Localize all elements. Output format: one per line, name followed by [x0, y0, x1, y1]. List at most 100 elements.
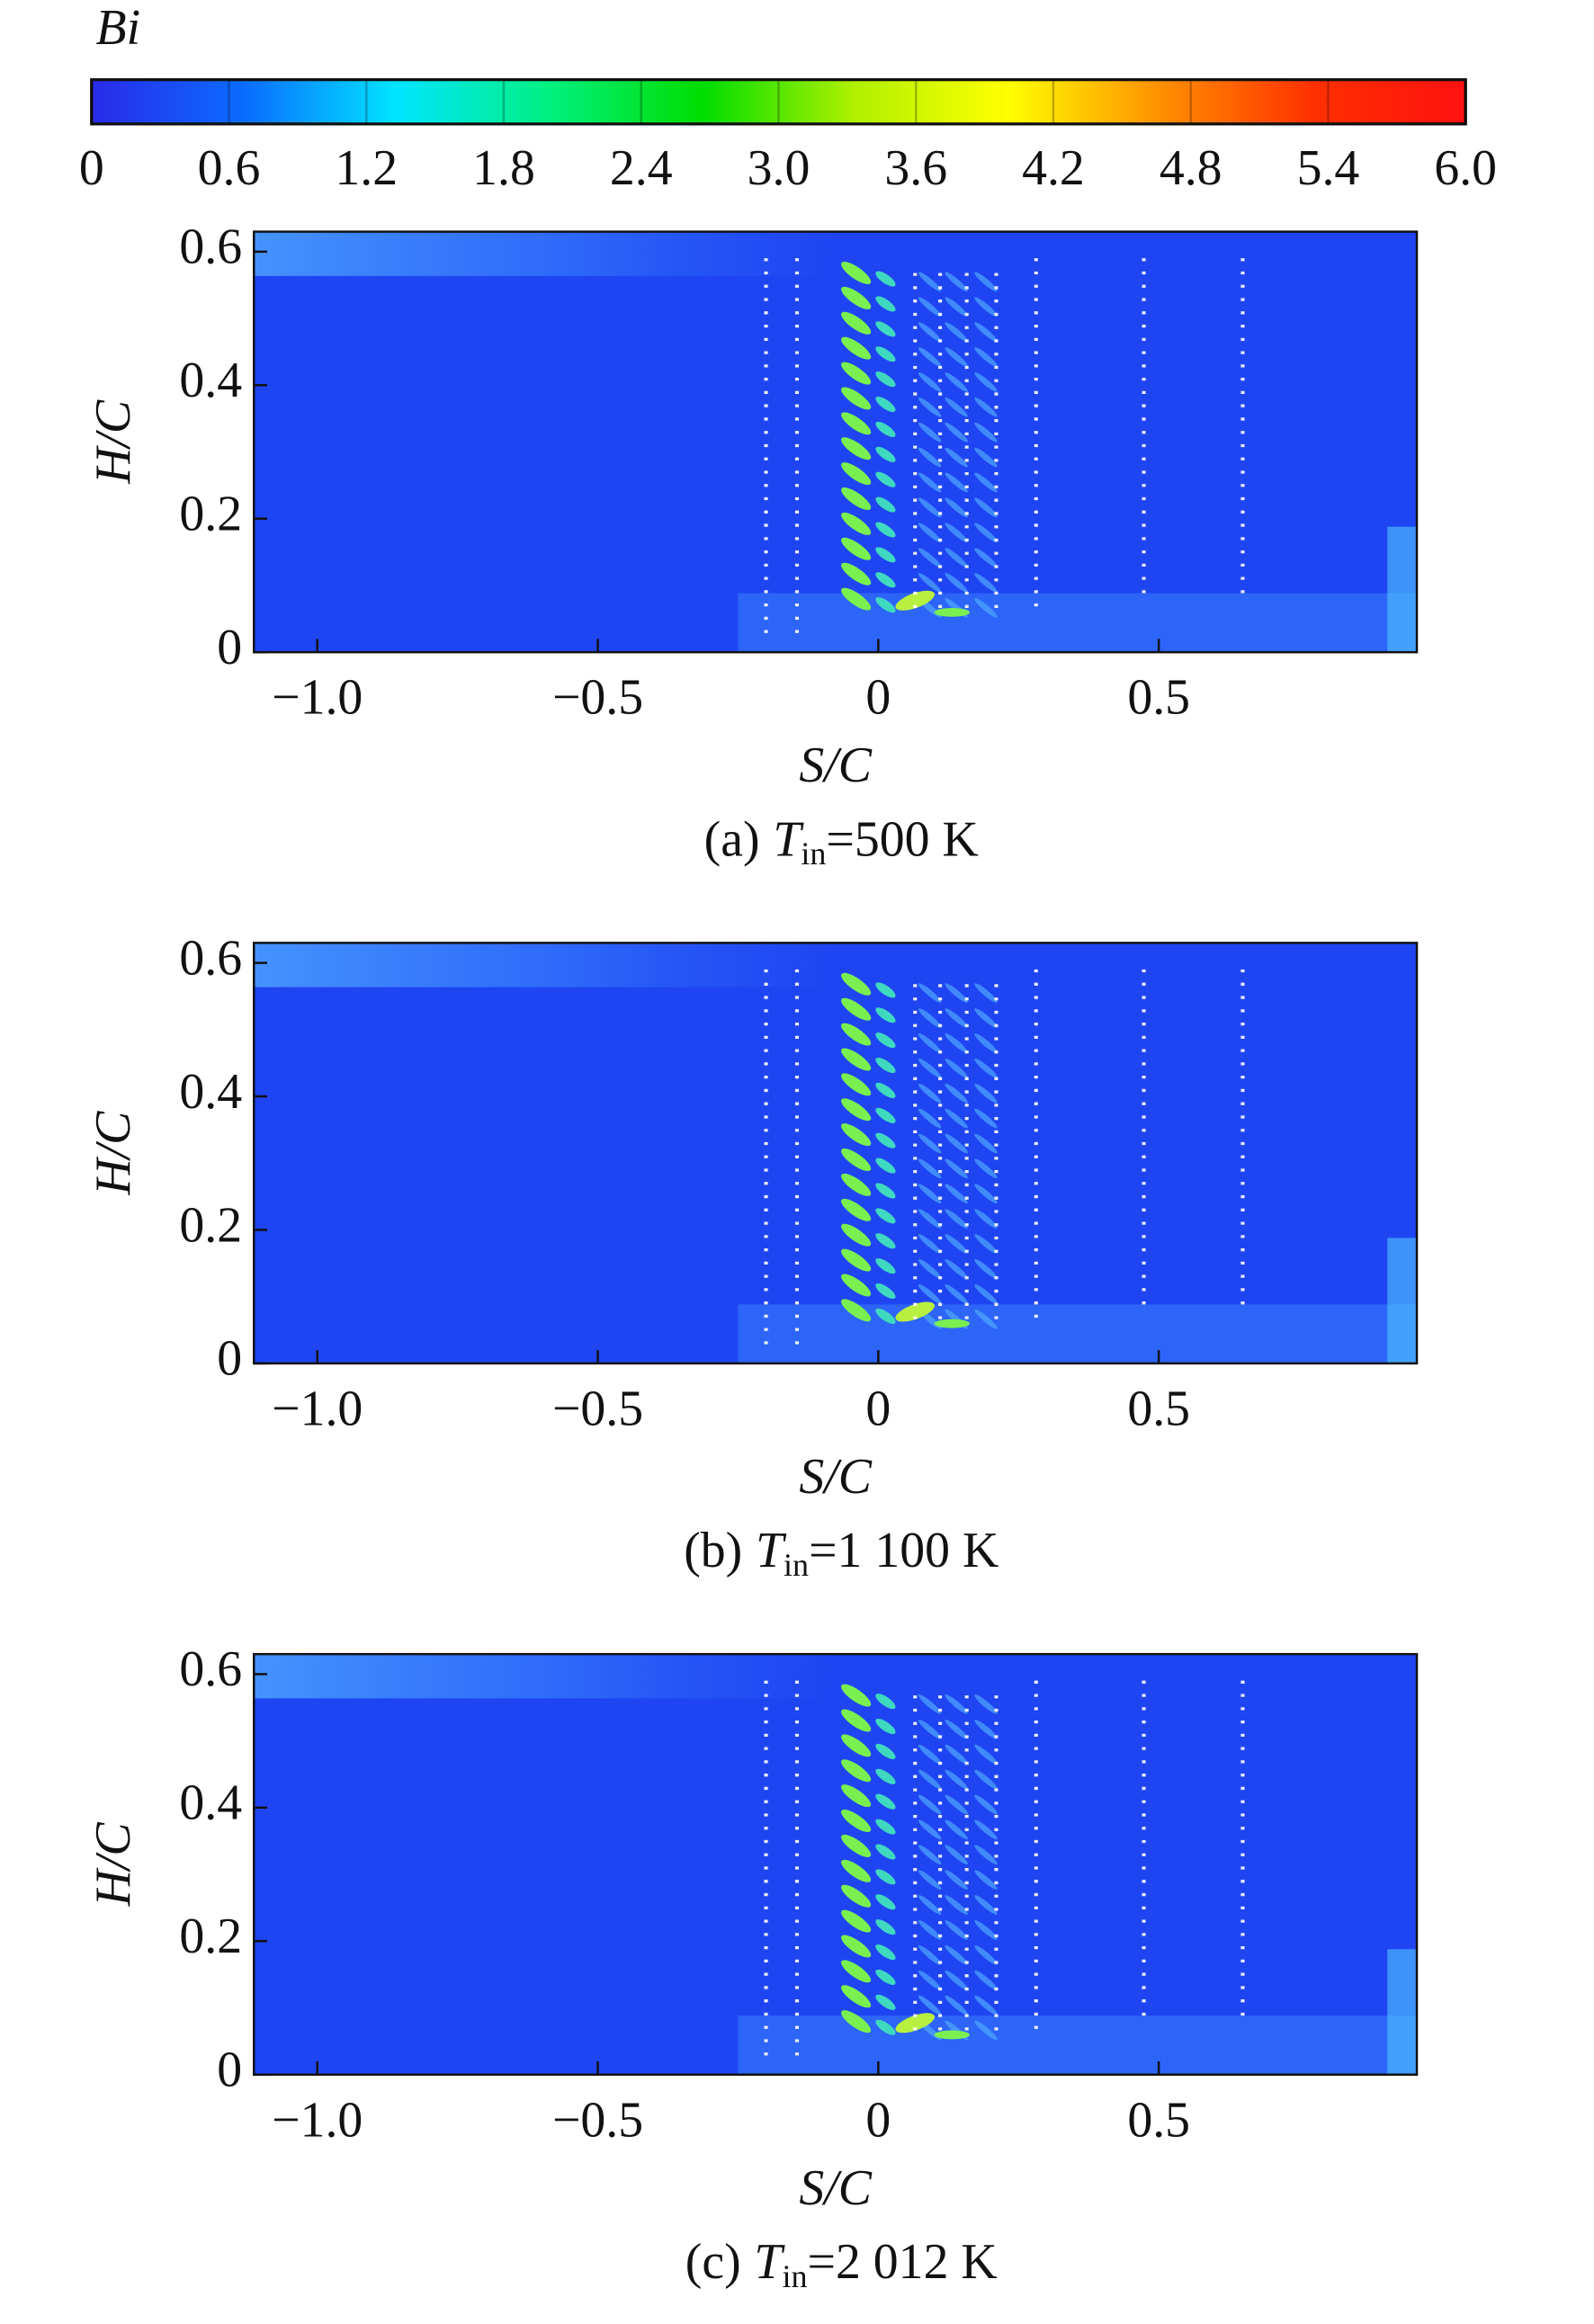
contour-streak — [974, 1744, 998, 1765]
contour-streak — [918, 523, 942, 543]
x-tick-label: 0 — [865, 2092, 891, 2148]
caption-subscript: in — [801, 836, 826, 872]
contour-streak — [974, 598, 998, 618]
contour-streak — [945, 983, 968, 1003]
caption-subscript: in — [782, 2258, 807, 2294]
contour-streak — [918, 548, 942, 568]
x-tick-label: −1.0 — [272, 1381, 363, 1437]
contour-streak — [974, 1008, 998, 1028]
contour-streak — [974, 1309, 998, 1329]
y-tick-label: 0.6 — [179, 930, 242, 986]
contour-streak — [875, 371, 896, 388]
contour-streak — [974, 548, 998, 568]
contour-streak — [875, 421, 896, 437]
contour-streak — [918, 1920, 942, 1940]
contour-streak — [918, 1209, 942, 1229]
colorbar-tick-label: 4.8 — [1160, 140, 1222, 196]
contour-streak — [918, 1845, 942, 1865]
colorbar-tick-label: 1.8 — [472, 140, 535, 196]
contour-streak — [875, 597, 896, 613]
contour-streak — [875, 1919, 896, 1935]
contour-streak — [841, 537, 872, 560]
contour-streak — [945, 523, 968, 543]
colorbar-tick-label: 0 — [79, 140, 104, 196]
contour-streak — [918, 1058, 942, 1078]
contour-streak — [875, 982, 896, 998]
caption-value: =2 012 K — [808, 2234, 998, 2290]
contour-streak — [974, 523, 998, 543]
contour-streak — [974, 347, 998, 367]
contour-streak — [974, 472, 998, 493]
contour-band — [1387, 1949, 1418, 2075]
contour-band — [738, 1304, 1418, 1363]
contour-streak — [974, 573, 998, 593]
contour-streak — [875, 1869, 896, 1885]
x-tick-label: −1.0 — [272, 670, 363, 726]
contour-streak — [841, 1859, 872, 1882]
contour-streak — [841, 587, 872, 611]
contour-streak — [875, 1183, 896, 1199]
contour-streak — [875, 1694, 896, 1710]
contour-field — [254, 943, 1418, 1363]
contour-streak — [918, 322, 942, 342]
contour-streak — [945, 1819, 968, 1840]
contour-streak — [918, 1108, 942, 1129]
x-tick-label: −1.0 — [272, 2092, 363, 2148]
contour-streak — [945, 1694, 968, 1714]
x-axis-label: S/C — [799, 1449, 872, 1505]
contour-band — [1387, 1238, 1418, 1363]
contour-streak — [974, 1108, 998, 1129]
contour-streak — [945, 1209, 968, 1229]
colorbar-tick-label: 0.6 — [198, 140, 261, 196]
x-tick-label: 0.5 — [1127, 2092, 1190, 2148]
x-axis-label: S/C — [799, 737, 872, 793]
contour-streak — [841, 1223, 872, 1247]
contour-streak — [841, 997, 872, 1021]
contour-streak — [974, 1845, 998, 1865]
contour-streak — [945, 1283, 968, 1304]
contour-streak — [918, 397, 942, 417]
y-tick-label: 0.6 — [179, 219, 242, 275]
contour-streak — [974, 1719, 998, 1739]
contour-streak — [974, 1158, 998, 1179]
y-tick-label: 0.4 — [179, 1064, 242, 1120]
contour-streak — [974, 983, 998, 1003]
contour-streak — [918, 447, 942, 468]
contour-streak — [945, 1158, 968, 1179]
y-tick-label: 0.6 — [179, 1641, 242, 1697]
contour-streak — [841, 1098, 872, 1122]
contour-streak — [918, 573, 942, 593]
contour-streak — [841, 1935, 872, 1958]
contour-band — [254, 1654, 1418, 1699]
contour-streak — [974, 1259, 998, 1279]
colorbar-tick-label: 1.2 — [335, 140, 398, 196]
contour-streak — [875, 496, 896, 513]
caption-value: =1 100 K — [809, 1523, 998, 1578]
contour-streak — [974, 1945, 998, 1965]
contour-streak — [945, 1108, 968, 1129]
y-tick-label: 0 — [217, 620, 242, 675]
contour-streak — [875, 2019, 896, 2035]
colorbar-tick-label: 3.6 — [884, 140, 947, 196]
contour-streak — [945, 1008, 968, 1028]
contour-streak — [841, 1834, 872, 1857]
contour-field — [254, 1654, 1418, 2075]
caption-label: (a) — [704, 811, 760, 867]
contour-streak — [841, 1299, 872, 1322]
y-tick-label: 0.2 — [179, 487, 242, 542]
contour-streak — [875, 271, 896, 287]
contour-streak — [974, 1133, 998, 1154]
contour-streak — [945, 1895, 968, 1915]
contour-streak — [895, 2013, 936, 2033]
contour-streak — [945, 1845, 968, 1865]
contour-streak — [841, 1759, 872, 1783]
contour-streak — [918, 1283, 942, 1304]
contour-streak — [841, 1173, 872, 1196]
contour-streak — [875, 1844, 896, 1860]
contour-streak — [945, 1920, 968, 1940]
contour-streak — [974, 497, 998, 518]
contour-streak — [841, 512, 872, 535]
contour-streak — [918, 497, 942, 518]
contour-streak — [974, 1184, 998, 1204]
contour-streak — [841, 311, 872, 335]
